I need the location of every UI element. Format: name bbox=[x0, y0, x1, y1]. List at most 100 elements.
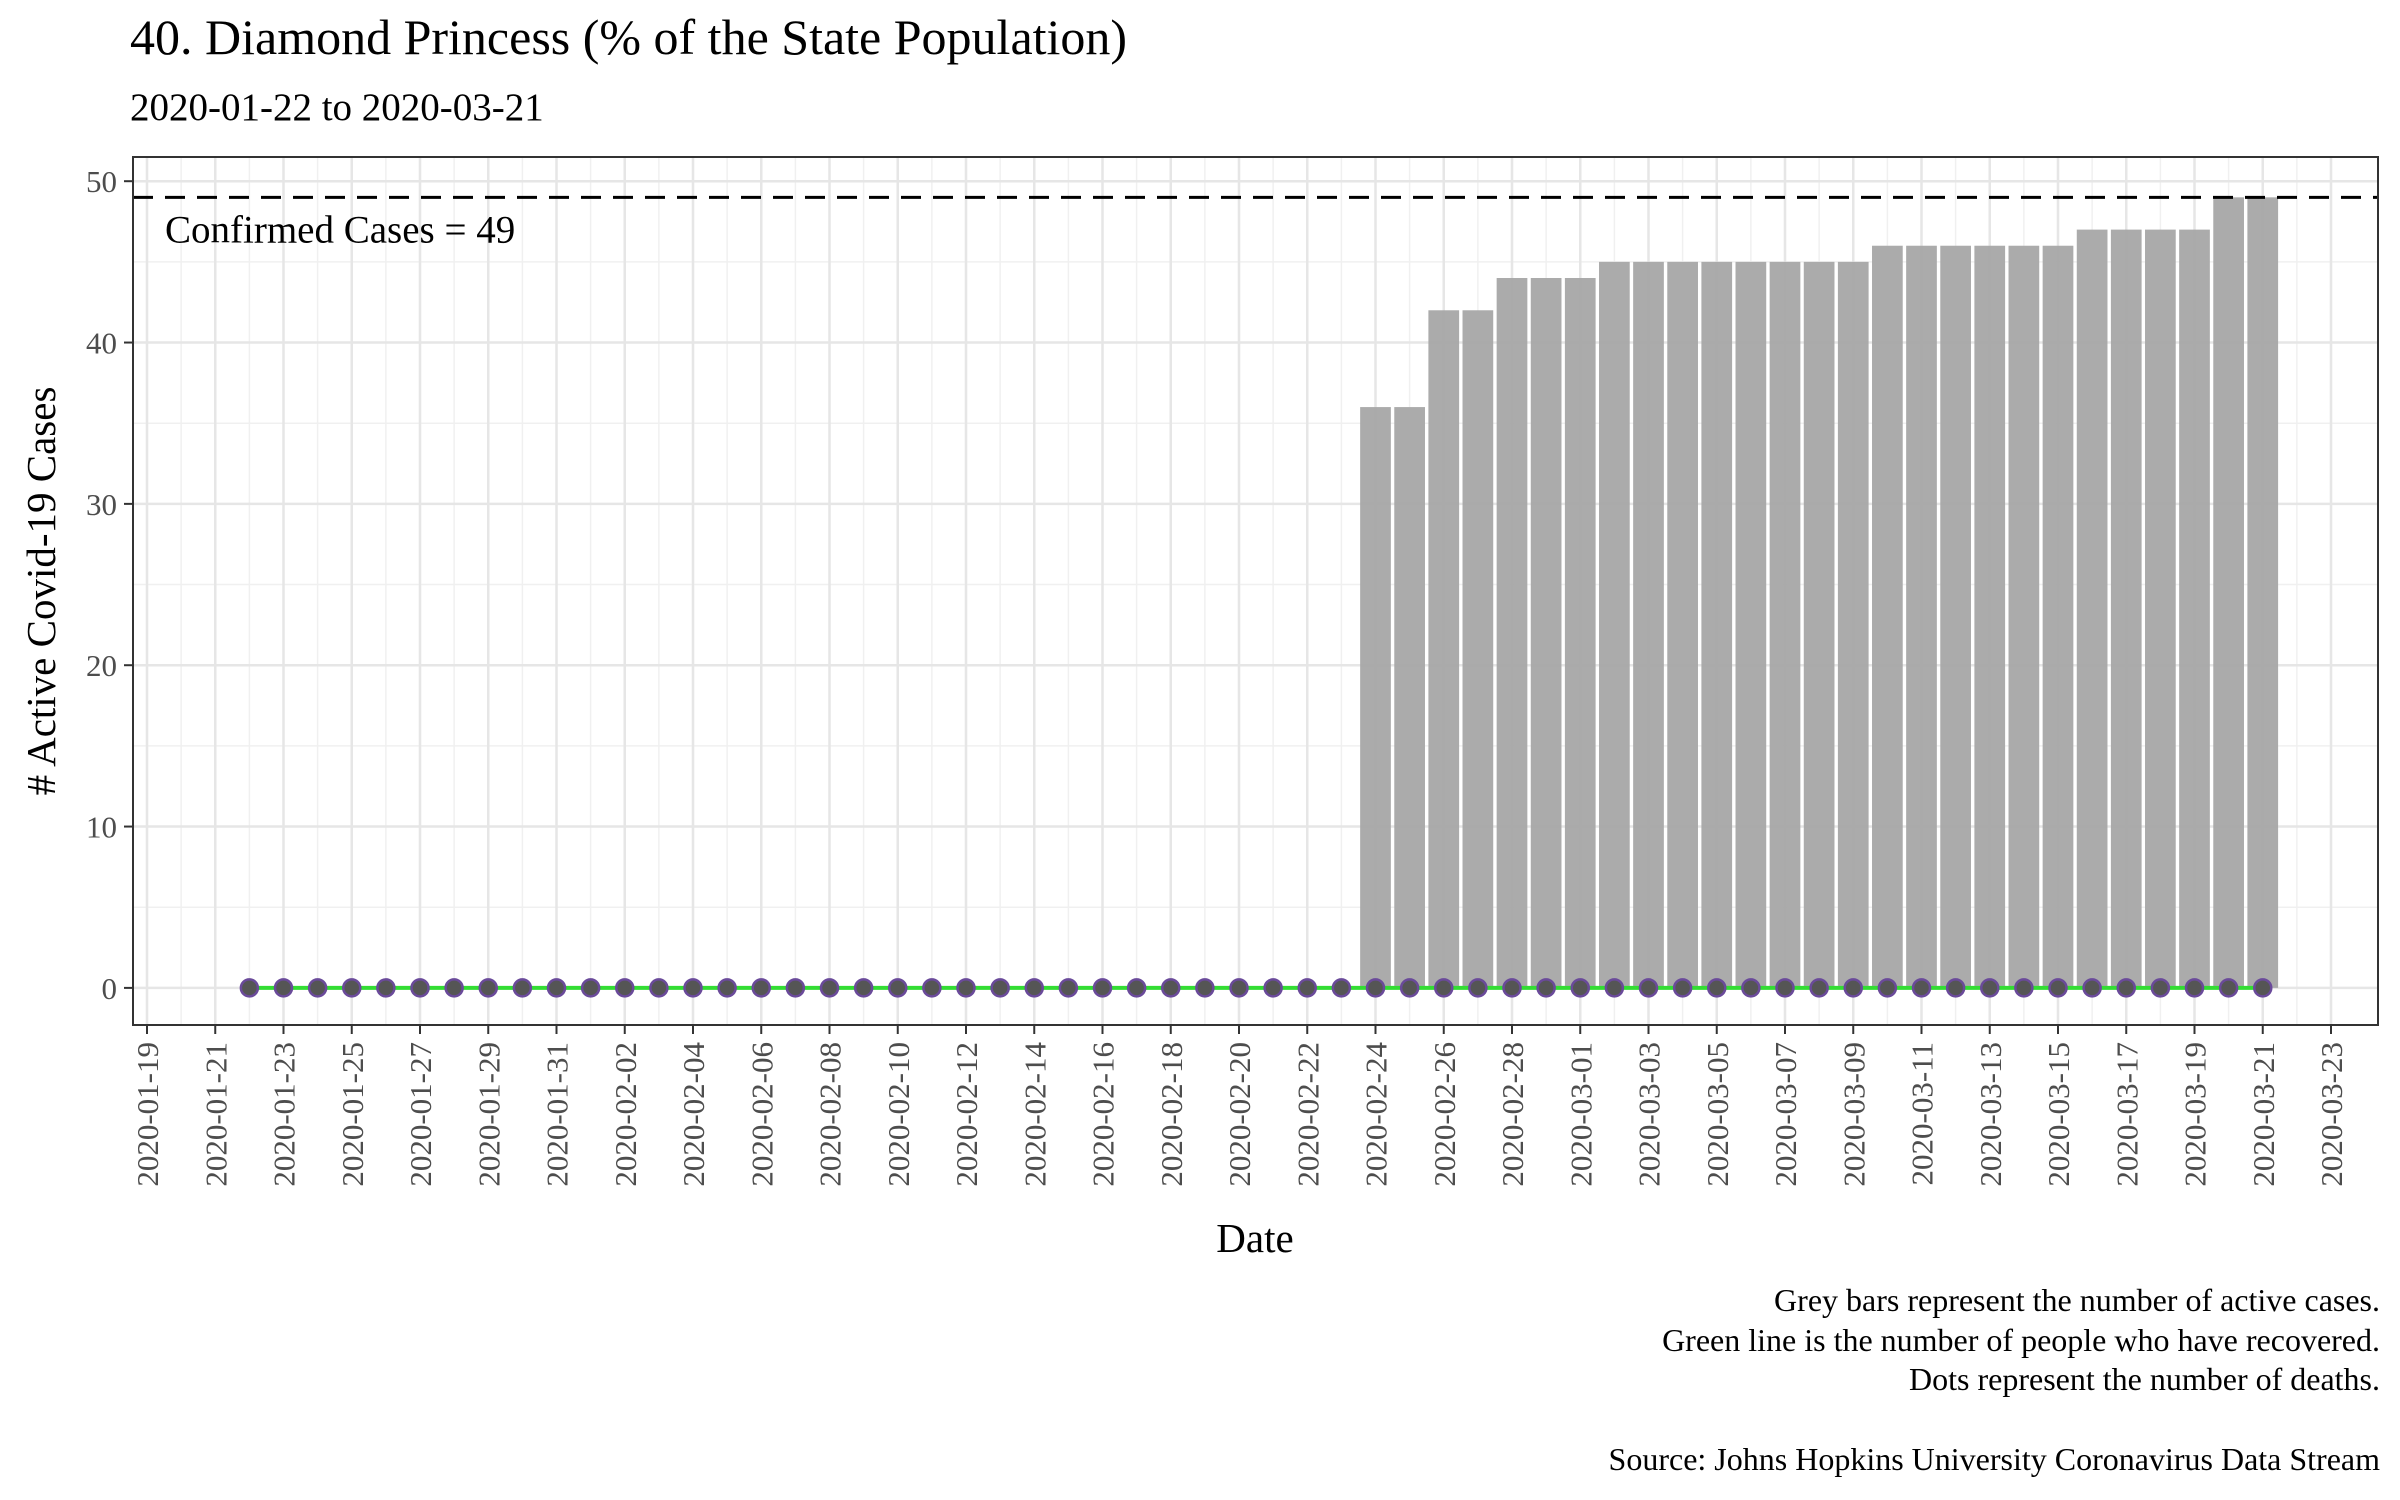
death-dot bbox=[1195, 978, 1215, 998]
death-dot bbox=[1911, 978, 1932, 998]
death-dot bbox=[1536, 978, 1556, 998]
bar bbox=[1496, 278, 1528, 988]
death-dot bbox=[1058, 978, 1079, 998]
x-tick-label: 2020-02-16 bbox=[1086, 1042, 1121, 1187]
death-dot bbox=[1434, 978, 1454, 998]
death-dot bbox=[1809, 978, 1829, 998]
bar bbox=[2008, 245, 2040, 988]
death-dot bbox=[1775, 978, 1795, 998]
death-dot bbox=[1945, 978, 1966, 998]
bar bbox=[1872, 245, 1903, 988]
bar bbox=[1701, 261, 1733, 988]
death-dot bbox=[888, 978, 908, 998]
x-tick-label: 2020-01-29 bbox=[471, 1042, 506, 1187]
bar bbox=[1667, 261, 1698, 988]
death-dot bbox=[342, 978, 362, 998]
y-axis-label: # Active Covid-19 Cases bbox=[18, 387, 64, 796]
x-tick-label: 2020-03-19 bbox=[2178, 1042, 2213, 1187]
x-tick-label: 2020-03-21 bbox=[2246, 1042, 2281, 1187]
bar bbox=[1394, 407, 1425, 988]
x-tick-label: 2020-03-01 bbox=[1563, 1042, 1598, 1187]
y-tick-label: 30 bbox=[86, 487, 117, 522]
x-tick-label: 2020-02-26 bbox=[1427, 1042, 1462, 1187]
x-tick-label: 2020-03-07 bbox=[1768, 1042, 1803, 1187]
bar bbox=[1564, 278, 1596, 988]
x-tick-label: 2020-03-23 bbox=[2314, 1042, 2349, 1187]
death-dot bbox=[1365, 978, 1386, 998]
y-tick-label: 20 bbox=[86, 648, 117, 683]
death-dot bbox=[2048, 978, 2068, 998]
x-tick-label: 2020-02-04 bbox=[676, 1042, 711, 1187]
death-dot bbox=[1161, 978, 1181, 998]
death-dot bbox=[1741, 978, 1761, 998]
death-dot bbox=[2014, 978, 2034, 998]
death-dot bbox=[853, 978, 874, 998]
death-dot bbox=[239, 978, 260, 998]
death-dot bbox=[2116, 978, 2136, 998]
x-tick-label: 2020-01-21 bbox=[198, 1042, 233, 1187]
death-dot bbox=[1126, 978, 1147, 998]
death-dot bbox=[1843, 978, 1863, 998]
death-dot bbox=[307, 978, 328, 998]
death-dot bbox=[273, 978, 294, 998]
bar bbox=[1735, 261, 1767, 988]
death-dot bbox=[956, 978, 976, 998]
bar bbox=[1974, 245, 2006, 988]
death-dot bbox=[1638, 978, 1659, 998]
y-tick-label: 50 bbox=[86, 164, 117, 199]
death-dot bbox=[1229, 978, 1249, 998]
x-tick-label: 2020-03-15 bbox=[2041, 1042, 2076, 1187]
bar bbox=[1599, 261, 1630, 988]
death-dot bbox=[2150, 978, 2171, 998]
death-dot bbox=[649, 978, 669, 998]
confirmed-cases-label: Confirmed Cases = 49 bbox=[165, 208, 515, 251]
x-tick-label: 2020-02-02 bbox=[608, 1042, 643, 1187]
bar bbox=[1428, 310, 1460, 988]
x-axis: 2020-01-19 2020-01-21 2020-01-23 2020-01-25… bbox=[130, 1025, 2349, 1187]
death-dot bbox=[1980, 978, 2000, 998]
death-dot bbox=[717, 978, 737, 998]
death-dot bbox=[683, 978, 703, 998]
x-tick-label: 2020-02-22 bbox=[1290, 1042, 1325, 1187]
x-tick-label: 2020-03-09 bbox=[1836, 1042, 1871, 1187]
x-tick-label: 2020-03-13 bbox=[1973, 1042, 2008, 1187]
x-tick-label: 2020-03-17 bbox=[2109, 1042, 2144, 1187]
death-dot bbox=[410, 978, 430, 998]
death-dot bbox=[1263, 978, 1283, 998]
x-tick-label: 2020-03-11 bbox=[1905, 1042, 1940, 1186]
bar bbox=[1803, 261, 1835, 988]
x-tick-label: 2020-02-20 bbox=[1222, 1042, 1257, 1187]
x-tick-label: 2020-01-19 bbox=[130, 1042, 165, 1187]
death-dot bbox=[546, 978, 567, 998]
death-dot bbox=[1468, 978, 1488, 998]
x-tick-label: 2020-01-27 bbox=[403, 1042, 438, 1187]
x-axis-label: Date bbox=[1216, 1215, 1293, 1261]
x-tick-label: 2020-02-10 bbox=[881, 1042, 916, 1187]
death-dot bbox=[785, 978, 806, 998]
death-dot bbox=[751, 978, 771, 998]
chart-subtitle: 2020-01-22 to 2020-03-21 bbox=[130, 86, 544, 129]
death-dot bbox=[1570, 978, 1590, 998]
death-dot bbox=[615, 978, 635, 998]
death-dot bbox=[1502, 978, 1522, 998]
bar bbox=[1530, 278, 1562, 988]
caption-source: Source: Johns Hopkins University Coronav… bbox=[1609, 1441, 2381, 1477]
bar bbox=[1837, 261, 1869, 988]
death-dots bbox=[239, 978, 2273, 998]
death-dot bbox=[2082, 978, 2102, 998]
x-tick-label: 2020-02-06 bbox=[744, 1042, 779, 1187]
death-dot bbox=[478, 978, 498, 998]
death-dot bbox=[512, 978, 533, 998]
caption: Grey bars represent the number of active… bbox=[1609, 1282, 2381, 1477]
bar bbox=[1769, 261, 1801, 988]
bar bbox=[2213, 197, 2244, 988]
bar bbox=[2247, 197, 2279, 988]
y-tick-label: 40 bbox=[86, 326, 117, 361]
caption-line-2: Green line is the number of people who h… bbox=[1662, 1322, 2380, 1358]
death-dot bbox=[1297, 978, 1317, 998]
plot-background bbox=[133, 157, 2378, 1025]
y-tick-label: 0 bbox=[102, 971, 118, 1006]
x-tick-label: 2020-02-24 bbox=[1359, 1042, 1394, 1187]
death-dot bbox=[1399, 978, 1420, 998]
x-tick-label: 2020-02-18 bbox=[1154, 1042, 1189, 1187]
